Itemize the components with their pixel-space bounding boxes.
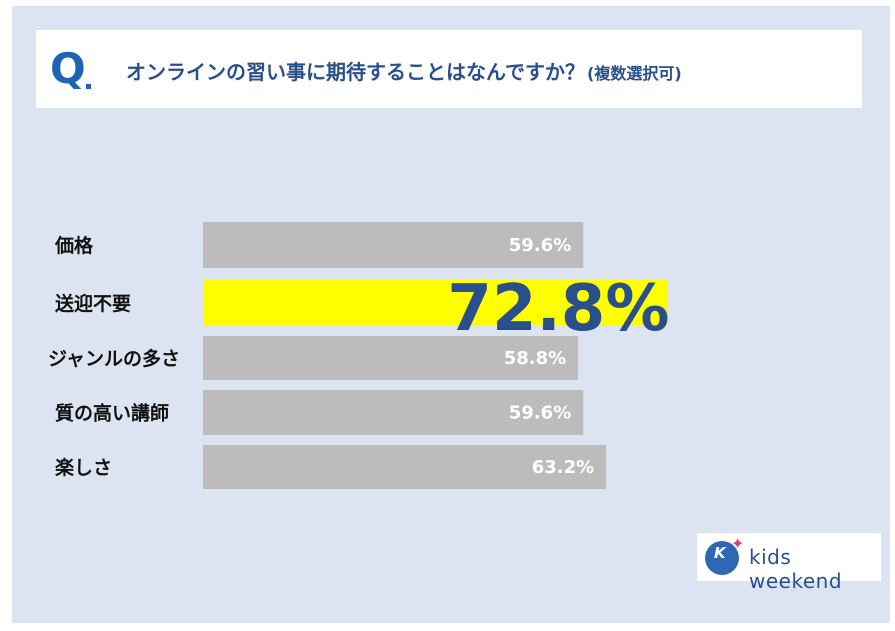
bar-3 bbox=[203, 390, 584, 435]
category-label-4: 楽しさ bbox=[55, 456, 112, 479]
logo-mark-letter: K bbox=[714, 544, 726, 562]
question-title: オンラインの習い事に期待することはなんですか？ (複数選択可) bbox=[126, 56, 682, 85]
bar-1 bbox=[203, 280, 668, 326]
question-dot bbox=[86, 84, 91, 89]
category-label-3: 質の高い講師 bbox=[55, 402, 169, 425]
question-title-main: オンラインの習い事に期待することはなんですか？ bbox=[126, 60, 585, 84]
bar-2 bbox=[203, 336, 579, 380]
question-title-sub: (複数選択可) bbox=[587, 64, 682, 83]
question-title-box: Q オンラインの習い事に期待することはなんですか？ (複数選択可) bbox=[36, 30, 862, 108]
logo-mark-icon: K bbox=[705, 541, 739, 575]
bar-4 bbox=[203, 445, 607, 489]
value-label-1: 72.8% bbox=[447, 272, 669, 346]
logo-text: kids weekend bbox=[749, 545, 843, 593]
kids-weekend-logo: K ✦ kids weekend bbox=[697, 533, 881, 593]
value-label-0: 59.6% bbox=[509, 235, 571, 256]
category-label-2: ジャンルの多さ bbox=[48, 347, 180, 370]
question-q-mark: Q bbox=[50, 44, 86, 93]
value-label-4: 63.2% bbox=[532, 457, 594, 478]
bar-0 bbox=[203, 222, 584, 268]
category-label-0: 価格 bbox=[54, 234, 94, 257]
value-label-2: 58.8% bbox=[504, 348, 566, 369]
sparkle-icon: ✦ bbox=[731, 534, 745, 553]
category-label-1: 送迎不要 bbox=[55, 292, 131, 315]
value-label-3: 59.6% bbox=[509, 403, 571, 424]
